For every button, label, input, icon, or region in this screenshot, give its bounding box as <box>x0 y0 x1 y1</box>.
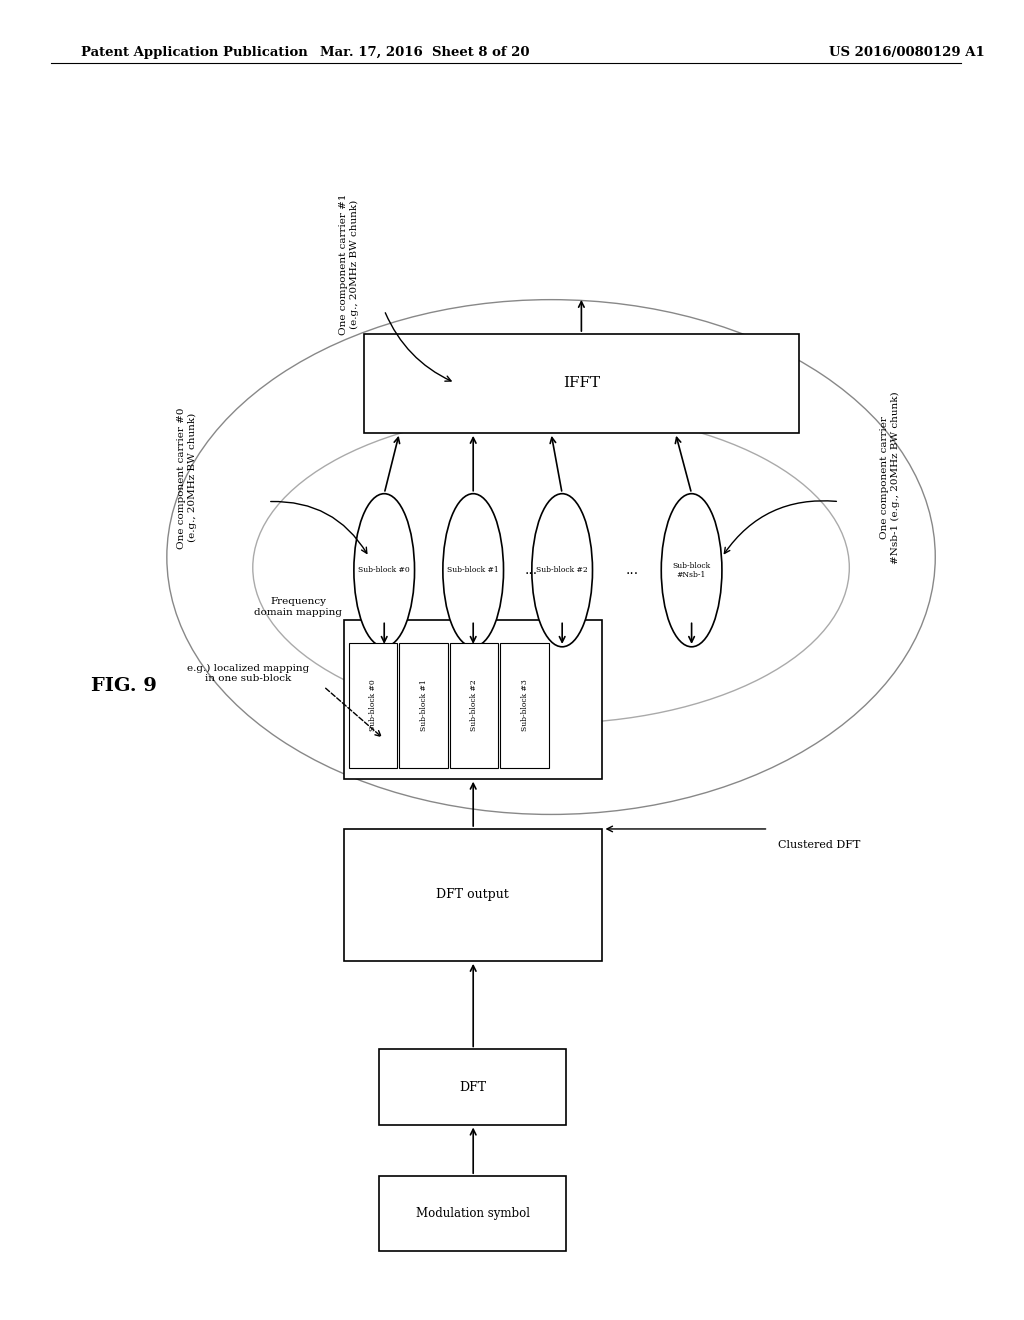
Text: Patent Application Publication: Patent Application Publication <box>81 46 307 59</box>
FancyBboxPatch shape <box>379 1176 566 1251</box>
Text: e.g.) localized mapping
in one sub-block: e.g.) localized mapping in one sub-block <box>186 664 309 682</box>
Text: Sub-block
#Nsb-1: Sub-block #Nsb-1 <box>673 561 711 579</box>
Text: One component carrier #1
(e.g., 20MHz BW chunk): One component carrier #1 (e.g., 20MHz BW… <box>339 193 358 335</box>
Text: ...: ... <box>626 564 639 577</box>
Text: Sub-block #3: Sub-block #3 <box>521 680 528 731</box>
Text: ...: ... <box>524 564 538 577</box>
FancyBboxPatch shape <box>399 643 447 768</box>
FancyBboxPatch shape <box>344 829 602 961</box>
Ellipse shape <box>354 494 415 647</box>
Text: Sub-block #0: Sub-block #0 <box>358 566 410 574</box>
Text: IFFT: IFFT <box>563 376 600 391</box>
Ellipse shape <box>531 494 593 647</box>
Text: Sub-block #1: Sub-block #1 <box>447 566 499 574</box>
Text: FIG. 9: FIG. 9 <box>91 677 157 696</box>
FancyBboxPatch shape <box>344 620 602 779</box>
FancyBboxPatch shape <box>450 643 499 768</box>
Text: Mar. 17, 2016  Sheet 8 of 20: Mar. 17, 2016 Sheet 8 of 20 <box>319 46 529 59</box>
Text: One component carrier
#Nsb-1 (e.g., 20MHz BW chunk): One component carrier #Nsb-1 (e.g., 20MH… <box>880 392 899 564</box>
Text: DFT: DFT <box>459 1081 486 1093</box>
Text: Modulation symbol: Modulation symbol <box>416 1208 529 1220</box>
FancyBboxPatch shape <box>364 334 799 433</box>
Text: Frequency
domain mapping: Frequency domain mapping <box>254 598 342 616</box>
Ellipse shape <box>662 494 722 647</box>
Text: US 2016/0080129 A1: US 2016/0080129 A1 <box>829 46 985 59</box>
FancyBboxPatch shape <box>349 643 397 768</box>
FancyBboxPatch shape <box>501 643 549 768</box>
Text: Sub-block #2: Sub-block #2 <box>470 680 478 731</box>
Text: One component carrier #0
(e.g., 20MHz BW chunk): One component carrier #0 (e.g., 20MHz BW… <box>177 407 197 549</box>
Text: DFT output: DFT output <box>436 888 509 902</box>
Ellipse shape <box>442 494 504 647</box>
Text: Sub-block #0: Sub-block #0 <box>369 680 377 731</box>
Text: Sub-block #2: Sub-block #2 <box>537 566 588 574</box>
Text: Clustered DFT: Clustered DFT <box>778 840 860 850</box>
FancyBboxPatch shape <box>379 1049 566 1125</box>
Text: Sub-block #1: Sub-block #1 <box>420 680 428 731</box>
